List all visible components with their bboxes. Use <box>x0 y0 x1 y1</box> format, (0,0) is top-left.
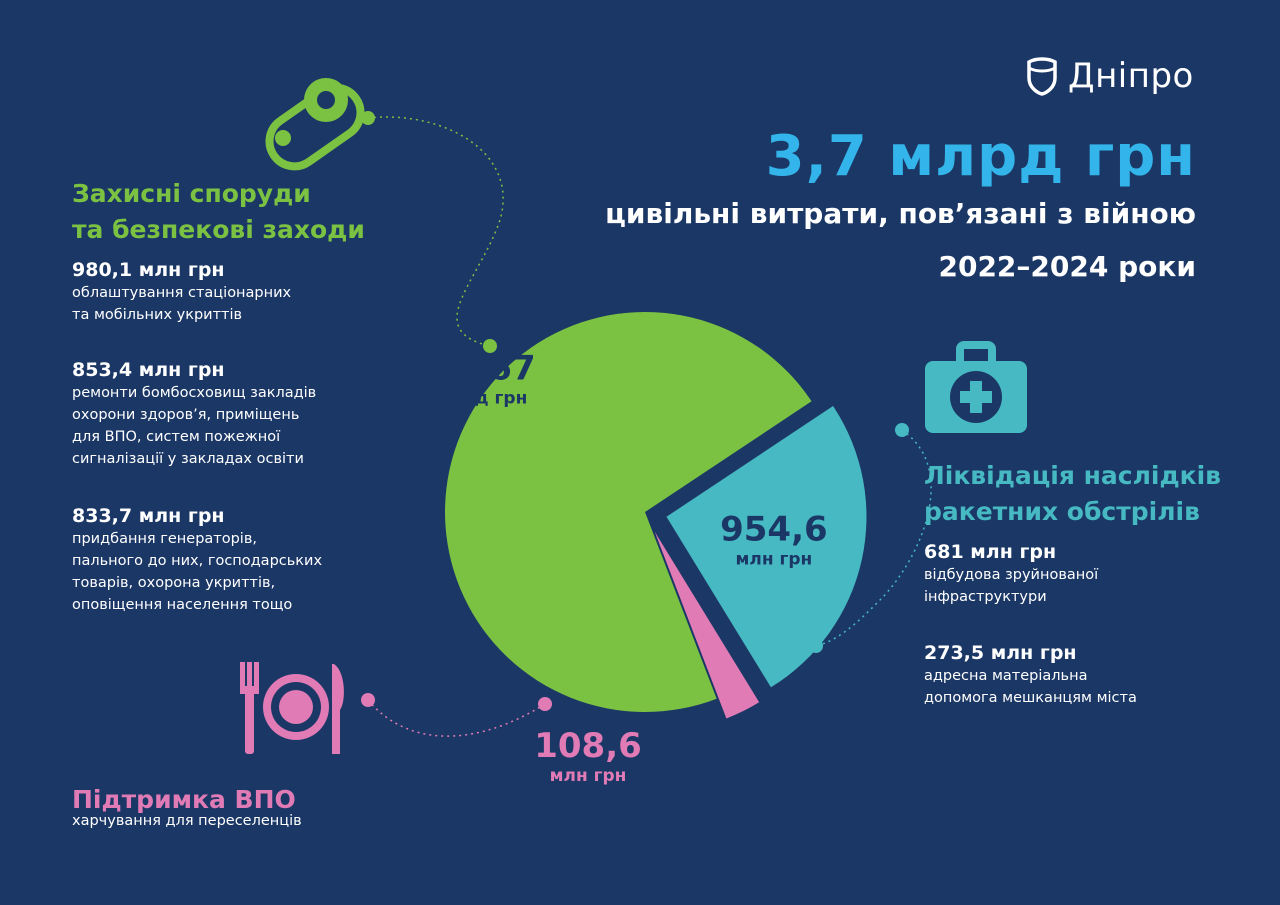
protection-title-line2: та безпекові заходи <box>72 215 365 244</box>
headline-total: 3,7 млрд грн <box>765 124 1196 189</box>
protection-item-3: 833,7 млн грн придбання генераторів, пал… <box>72 504 322 616</box>
shield-icon <box>1027 57 1057 96</box>
connector-dot-protection-end <box>483 339 497 353</box>
pie-slice-1-value: 2,667 <box>428 348 536 388</box>
first-aid-kit-icon <box>925 341 1027 433</box>
pie-slice-1 <box>444 311 812 712</box>
pie-slice-2-unit: млн грн <box>735 549 812 569</box>
recovery-title-line1: Ліквідація наслідків <box>924 461 1221 490</box>
brand-name: Дніпро <box>1068 56 1194 96</box>
protection-title-line1: Захисні споруди <box>72 179 311 208</box>
gear-chain-icon <box>265 78 365 171</box>
recovery-item-2-desc-1: адресна матеріальна <box>924 668 1088 684</box>
idp-desc: харчування для переселенців <box>72 813 302 829</box>
connector-protection <box>367 116 504 347</box>
recovery-item-1-desc-1: відбудова зруйнованої <box>924 567 1099 583</box>
protection-item-3-desc-1: придбання генераторів, <box>72 531 257 547</box>
plate-cutlery-icon <box>240 662 344 754</box>
pie-slice-3-value: 108,6 <box>534 726 642 766</box>
brand-logo: Дніпро <box>1026 56 1194 96</box>
protection-item-3-desc-4: оповіщення населення тощо <box>72 597 293 613</box>
recovery-item-2-amount: 273,5 млн грн <box>924 642 1077 664</box>
recovery-item-1-amount: 681 млн грн <box>924 541 1057 563</box>
pie-slice-3 <box>654 531 760 719</box>
protection-item-2-desc-4: сигналізації у закладах освіти <box>72 451 304 467</box>
protection-item-1-amount: 980,1 млн грн <box>72 259 225 281</box>
connector-dot-recovery-start <box>895 423 909 437</box>
protection-item-3-desc-2: пального до них, господарських <box>72 553 323 569</box>
protection-item-3-desc-3: товарів, охорона укриттів, <box>72 575 276 591</box>
pie-slice-2 <box>666 406 867 688</box>
protection-item-2-amount: 853,4 млн грн <box>72 359 225 381</box>
idp-title: Підтримка ВПО <box>72 785 296 814</box>
recovery-item-1: 681 млн грн відбудова зруйнованої інфрас… <box>924 540 1098 608</box>
recovery-title-line2: ракетних обстрілів <box>924 497 1200 526</box>
protection-item-2-desc-2: охорони здоров’я, приміщень <box>72 407 300 423</box>
protection-item-1-desc-2: та мобільних укриттів <box>72 307 243 323</box>
headline-subtitle: цивільні витрати, пов’язані з війною <box>605 197 1196 230</box>
pie-slice-3-unit: млн грн <box>550 766 627 786</box>
protection-item-1: 980,1 млн грн облаштування стаціонарних … <box>72 258 291 326</box>
connector-idp <box>367 699 546 737</box>
recovery-item-2: 273,5 млн грн адресна матеріальна допомо… <box>924 641 1137 709</box>
recovery-item-1-desc-2: інфраструктури <box>924 589 1047 605</box>
connector-dot-protection-start <box>361 111 375 125</box>
protection-item-3-amount: 833,7 млн грн <box>72 505 225 527</box>
protection-item-2-desc-3: для ВПО, систем пожежної <box>72 429 281 445</box>
pie-slice-1-unit: млрд грн <box>436 388 527 408</box>
pie-slice-2-value: 954,6 <box>720 509 828 549</box>
protection-title: Захисні споруди та безпекові заходи <box>72 176 365 248</box>
recovery-item-2-desc-2: допомога мешканцям міста <box>924 690 1137 706</box>
recovery-title: Ліквідація наслідків ракетних обстрілів <box>924 458 1221 530</box>
protection-item-2: 853,4 млн грн ремонти бомбосховищ заклад… <box>72 358 316 470</box>
connector-dot-idp-end <box>538 697 552 711</box>
connector-dot-idp-start <box>361 693 375 707</box>
headline-period: 2022–2024 роки <box>938 250 1196 283</box>
protection-item-2-desc-1: ремонти бомбосховищ закладів <box>72 385 317 401</box>
protection-item-1-desc-1: облаштування стаціонарних <box>72 285 292 301</box>
